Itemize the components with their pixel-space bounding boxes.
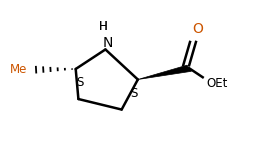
- Text: S: S: [130, 87, 138, 99]
- Text: O: O: [192, 22, 203, 36]
- Polygon shape: [138, 65, 191, 80]
- Text: S: S: [76, 76, 84, 89]
- Text: H: H: [99, 21, 108, 33]
- Text: OEt: OEt: [207, 77, 228, 90]
- Text: H: H: [99, 21, 108, 33]
- Text: N: N: [103, 36, 113, 50]
- Text: Me: Me: [10, 63, 28, 76]
